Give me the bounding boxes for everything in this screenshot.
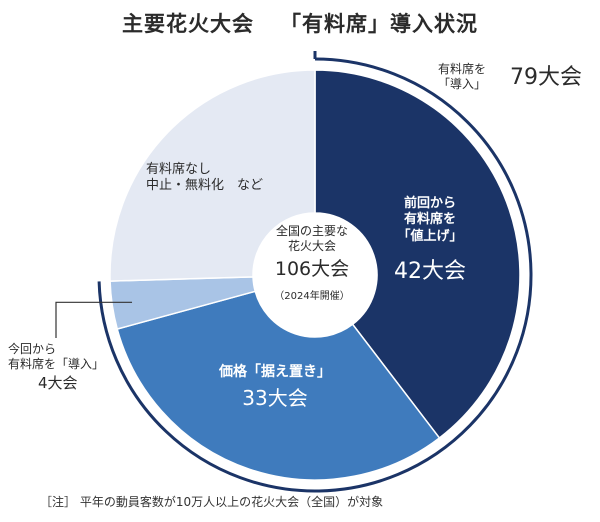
keep-label: 価格「据え置き」 (219, 364, 331, 380)
none-line2: 中止・無料化 など (146, 178, 264, 194)
paid-total-label: 有料席を 「導入」 (438, 62, 486, 92)
introduce-line1: 今回から (8, 342, 57, 356)
keep-value: 33大会 (242, 386, 308, 410)
title-right: 「有料席」導入状況 (280, 12, 478, 36)
introduce-value: 4大会 (38, 374, 78, 392)
center-line2: 花火大会 (287, 239, 336, 253)
footnote: ［注］ 平年の動員客数が10万人以上の花火大会（全国）が対象 (40, 495, 384, 509)
paid-total-line1: 有料席を (438, 62, 487, 76)
none-label: 有料席なし 中止・無料化 など (146, 162, 286, 195)
paid-ring-arc (97, 57, 533, 493)
center-circle (253, 213, 377, 337)
introduce-line2: 有料席を「導入」 (8, 357, 105, 371)
chart-title: 主要花火大会 「有料席」導入状況 (0, 8, 600, 38)
title-left: 主要花火大会 (122, 12, 254, 36)
raise-line2: 有料席を (403, 212, 456, 228)
raise-line3: 「値上げ」 (397, 228, 463, 244)
center-sub: （2024年開催） (274, 291, 350, 302)
introduce-label: 今回から 有料席を「導入」 (8, 342, 128, 372)
raise-value: 42大会 (394, 259, 466, 284)
center-label: 全国の主要な 花火大会 (262, 224, 362, 254)
none-line1: 有料席なし (146, 162, 212, 177)
raise-label: 前回から 有料席を 「値上げ」 (380, 196, 480, 245)
raise-line1: 前回から (403, 196, 456, 211)
introduce-leader-line (55, 301, 133, 338)
center-value: 106大会 (274, 258, 350, 280)
paid-total-line2: 「導入」 (438, 77, 487, 91)
paid-total-value: 79大会 (510, 65, 582, 90)
center-line1: 全国の主要な (275, 224, 348, 238)
